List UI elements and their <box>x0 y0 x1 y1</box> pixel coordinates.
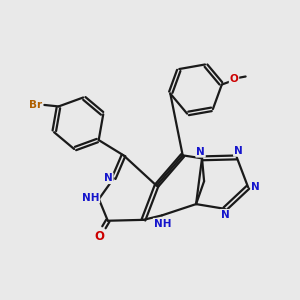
Text: N: N <box>251 182 260 192</box>
Text: NH: NH <box>154 219 171 229</box>
Text: NH: NH <box>82 193 99 202</box>
Text: O: O <box>230 74 238 84</box>
Text: O: O <box>94 230 104 243</box>
Text: N: N <box>196 147 205 157</box>
Text: Br: Br <box>29 100 42 110</box>
Text: N: N <box>104 173 113 183</box>
Text: N: N <box>220 210 229 220</box>
Text: N: N <box>234 146 243 156</box>
